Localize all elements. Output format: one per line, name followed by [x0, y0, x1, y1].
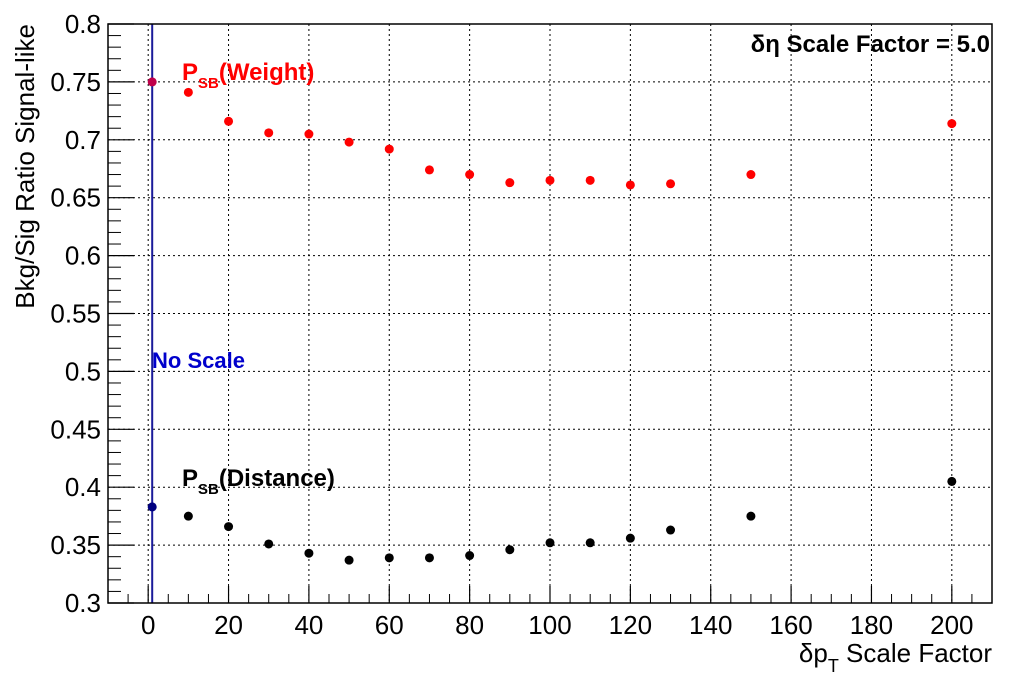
x-axis-title-rest: Scale Factor: [839, 638, 993, 668]
x-tick-label: 140: [689, 610, 732, 640]
x-tick-label: 40: [294, 610, 323, 640]
y-tick-label: 0.45: [50, 414, 101, 444]
series-label-distance-rest: (Distance): [219, 465, 335, 492]
data-point-distance: [384, 553, 394, 563]
data-point-weight: [384, 144, 394, 154]
series-label-distance-main: P: [182, 465, 198, 492]
data-point-weight: [625, 180, 635, 190]
grid-lines: [108, 23, 992, 604]
series-label-weight-sub: SB: [198, 75, 219, 92]
data-point-weight: [545, 175, 555, 185]
data-point-distance: [625, 533, 635, 543]
data-point-weight: [304, 129, 314, 139]
data-point-distance: [585, 538, 595, 548]
series-label-weight-main: P: [182, 59, 198, 86]
data-point-weight: [147, 77, 157, 87]
data-point-distance: [746, 511, 756, 521]
x-tick-label: 80: [455, 610, 484, 640]
data-point-distance: [147, 502, 157, 512]
data-point-weight: [465, 170, 475, 180]
plot-frame: [107, 23, 993, 604]
x-tick-label: 60: [375, 610, 404, 640]
data-point-distance: [545, 538, 555, 548]
y-tick-label: 0.4: [65, 472, 101, 502]
data-point-weight: [264, 128, 274, 138]
data-point-weight: [666, 179, 676, 189]
x-tick-label: 160: [769, 610, 812, 640]
tick-labels: 0 20 40 60 80 100 120 140 160 180 200 0.3 0.35 0.4 0.4…: [50, 9, 973, 640]
data-point-weight: [585, 175, 595, 185]
data-point-distance: [465, 551, 475, 561]
series-label-distance: PSB(Distance): [182, 465, 335, 498]
x-tick-label: 200: [930, 610, 973, 640]
delta-eta-annotation: δη Scale Factor = 5.0: [751, 31, 990, 58]
y-tick-label: 0.35: [50, 530, 101, 560]
data-points: [147, 77, 957, 565]
data-point-weight: [947, 119, 957, 129]
series-label-weight-rest: (Weight): [219, 59, 315, 86]
x-axis-title: δpT Scale Factor: [799, 638, 992, 676]
data-point-weight: [183, 87, 193, 97]
y-tick-label: 0.7: [65, 125, 101, 155]
data-point-distance: [666, 525, 676, 535]
data-point-weight: [746, 170, 756, 180]
y-tick-label: 0.5: [65, 356, 101, 386]
x-tick-label: 120: [609, 610, 652, 640]
x-tick-label: 20: [214, 610, 243, 640]
y-axis-title: Bkg/Sig Ratio Signal-like: [10, 24, 40, 309]
data-point-distance: [264, 539, 274, 549]
y-tick-label: 0.55: [50, 299, 101, 329]
data-point-distance: [224, 522, 234, 532]
y-tick-label: 0.3: [65, 588, 101, 618]
data-point-distance: [183, 511, 193, 521]
data-point-distance: [947, 476, 957, 486]
y-tick-label: 0.6: [65, 241, 101, 271]
x-axis-title-main: δp: [799, 638, 828, 668]
x-axis-title-sub: T: [828, 656, 839, 676]
series-label-weight: PSB(Weight): [182, 59, 314, 92]
y-tick-label: 0.65: [50, 183, 101, 213]
x-tick-label: 180: [850, 610, 893, 640]
data-point-weight: [505, 178, 515, 188]
data-point-weight: [224, 116, 234, 126]
y-tick-label: 0.8: [65, 9, 101, 39]
data-point-weight: [424, 165, 434, 175]
x-tick-label: 0: [141, 610, 155, 640]
data-point-distance: [505, 545, 515, 555]
data-point-distance: [424, 553, 434, 563]
data-point-distance: [344, 555, 354, 565]
y-tick-label: 0.75: [50, 67, 101, 97]
data-point-distance: [304, 548, 314, 558]
series-label-distance-sub: SB: [198, 481, 219, 498]
data-point-weight: [344, 137, 354, 147]
no-scale-label: No Scale: [152, 348, 245, 373]
x-tick-label: 100: [528, 610, 571, 640]
